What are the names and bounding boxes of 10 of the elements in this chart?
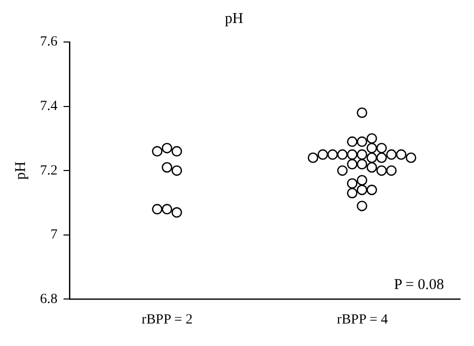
y-tick-label: 7 xyxy=(50,228,58,243)
annotation: P = 0.08 xyxy=(394,277,444,294)
x-tick-label: rBPP = 2 xyxy=(142,312,193,328)
chart-title: pH xyxy=(224,10,244,27)
x-tick-label: rBPP = 4 xyxy=(336,312,388,328)
y-tick-label: 6.8 xyxy=(40,292,58,307)
y-tick-label: 7.2 xyxy=(40,163,58,178)
y-tick-label: 7.4 xyxy=(40,98,58,114)
y-tick-label: 7.6 xyxy=(40,34,58,50)
y-axis-title: pH xyxy=(12,161,29,180)
